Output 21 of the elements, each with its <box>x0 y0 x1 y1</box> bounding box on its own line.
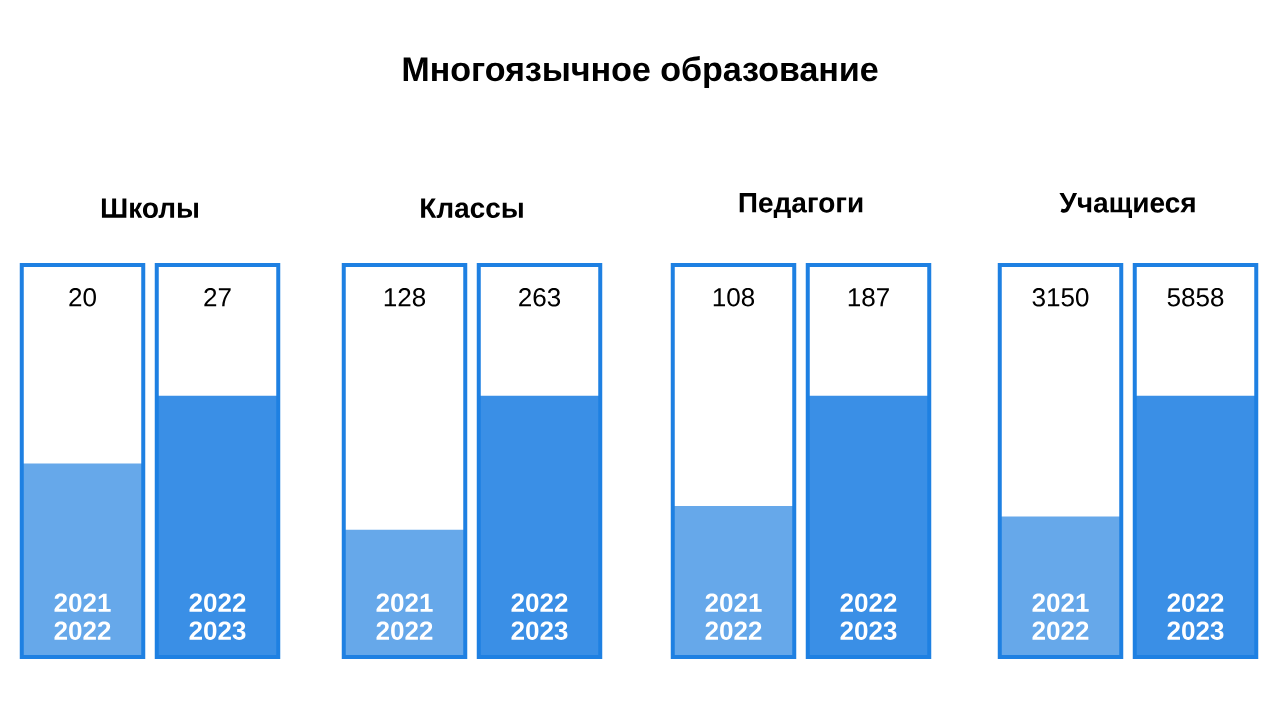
data-label: 27 <box>204 288 231 307</box>
x-tick-label: 2021 2022 <box>705 593 762 640</box>
x-tick-label: 2022 2023 <box>511 593 568 640</box>
data-label: 187 <box>848 288 889 307</box>
x-tick-label: 2021 2022 <box>376 593 433 640</box>
x-tick-label: 2022 2023 <box>840 593 897 640</box>
data-label: 108 <box>713 288 755 307</box>
chart-title: Учащиеся <box>1059 193 1195 218</box>
data-label: 128 <box>384 288 426 307</box>
chart-title: Школы <box>101 198 198 218</box>
chart-title: Педагоги <box>739 193 863 218</box>
x-tick-label: 2022 2023 <box>1167 593 1224 640</box>
x-tick-label: 2021 2022 <box>1032 593 1089 640</box>
chart-title: Классы <box>421 198 523 218</box>
text: Многоязычное образование <box>403 56 878 88</box>
x-tick-label: 2021 2022 <box>54 593 111 640</box>
x-tick-label: 2022 2023 <box>189 593 246 640</box>
data-label: 3150 <box>1032 288 1089 307</box>
data-label: 5858 <box>1167 288 1224 307</box>
data-label: 20 <box>69 288 96 307</box>
data-label: 263 <box>519 288 561 307</box>
